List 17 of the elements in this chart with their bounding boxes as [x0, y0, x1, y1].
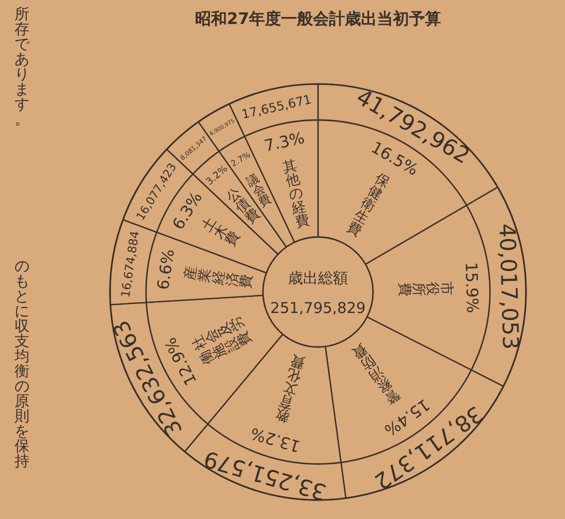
data-label: 16,674,884 — [118, 230, 142, 298]
text: 15.9% — [462, 262, 482, 314]
slice-label: 保健衛生費 — [344, 170, 392, 240]
text: 251,795,829 — [270, 299, 366, 317]
slice-label: 其他の経費 — [281, 158, 311, 231]
slice-label: 市役所費 — [396, 281, 454, 297]
data-label: 40,017,053 — [494, 223, 522, 350]
slice-label: 土木費 — [198, 214, 244, 250]
slice-label: 産業経済費 — [182, 265, 256, 290]
text: 13.2% — [248, 424, 302, 456]
text: のもとに収支均衡の原則を保持 — [14, 256, 30, 470]
text: 6.6% — [153, 248, 178, 291]
chart-title: 昭和27年度一般会計歳出当初予算 — [194, 9, 442, 28]
text: 7.3% — [262, 128, 306, 156]
text: 歳出総額 — [288, 269, 348, 287]
slice-label: 教育文化費 — [274, 352, 307, 425]
text: 所存であります。 — [14, 4, 30, 128]
